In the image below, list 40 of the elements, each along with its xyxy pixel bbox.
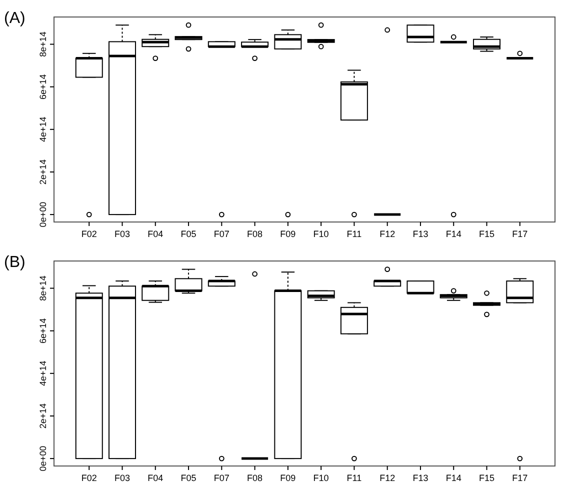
- y-tick-label: 4e+14: [38, 116, 48, 142]
- y-tick-label: 2e+14: [38, 159, 48, 185]
- x-tick-label: F03: [114, 229, 130, 239]
- y-tick-label: 4e+14: [38, 360, 48, 386]
- y-tick-label: 8e+14: [38, 32, 48, 57]
- x-tick-label: F02: [81, 229, 97, 239]
- x-tick-label: F03: [114, 473, 130, 483]
- x-tick-label: F13: [412, 473, 428, 483]
- y-tick-label: 8e+14: [38, 276, 48, 301]
- x-tick-label: F09: [280, 229, 296, 239]
- x-tick-label: F11: [346, 473, 362, 483]
- x-tick-label: F14: [446, 229, 462, 239]
- y-tick-label: 2e+14: [38, 403, 48, 429]
- x-tick-label: F10: [313, 473, 329, 483]
- chart-title: (A): [4, 10, 26, 27]
- x-tick-label: F14: [446, 473, 462, 483]
- x-tick-label: F10: [313, 229, 329, 239]
- x-tick-label: F05: [180, 229, 196, 239]
- x-tick-label: F17: [512, 473, 528, 483]
- x-tick-label: F04: [148, 473, 164, 483]
- x-tick-label: F04: [148, 229, 164, 239]
- x-tick-label: F07: [214, 473, 230, 483]
- x-tick-label: F08: [247, 473, 263, 483]
- x-tick-label: F05: [180, 473, 196, 483]
- y-tick-label: 0e+00: [38, 202, 48, 228]
- x-tick-label: F13: [412, 229, 428, 239]
- x-tick-label: F07: [214, 229, 230, 239]
- chart-title: (B): [4, 254, 26, 271]
- y-tick-label: 6e+14: [38, 318, 48, 344]
- x-tick-label: F08: [247, 229, 263, 239]
- x-tick-label: F15: [478, 473, 494, 483]
- x-tick-label: F12: [380, 229, 396, 239]
- x-tick-label: F09: [280, 473, 296, 483]
- y-tick-label: 6e+14: [38, 74, 48, 100]
- y-tick-label: 0e+00: [38, 446, 48, 472]
- x-tick-label: F15: [478, 229, 494, 239]
- x-tick-label: F11: [346, 229, 362, 239]
- x-tick-label: F12: [380, 473, 396, 483]
- x-tick-label: F17: [512, 229, 528, 239]
- x-tick-label: F02: [81, 473, 97, 483]
